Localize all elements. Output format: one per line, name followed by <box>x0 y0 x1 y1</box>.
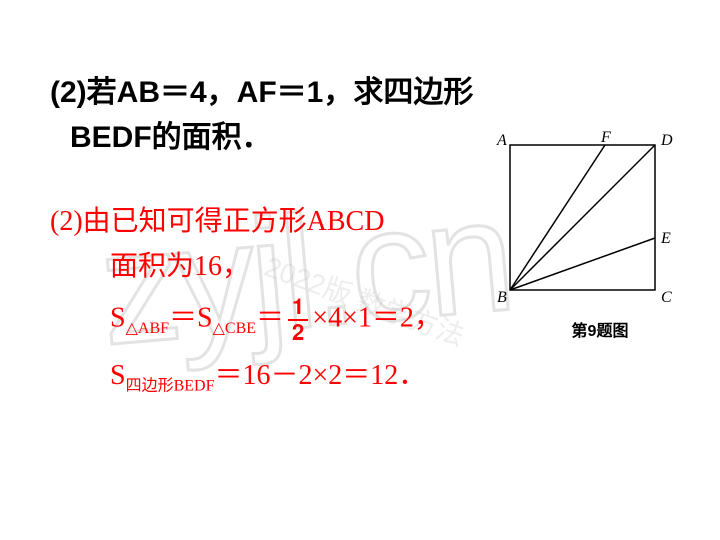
label-d: D <box>660 132 673 149</box>
sub-bedf: 四边形BEDF <box>126 377 215 394</box>
sub-cbe: △CBE <box>213 320 256 337</box>
line-bd <box>510 145 655 290</box>
frac-den: 𝟐 <box>288 321 308 344</box>
answer-formula2: S四边形BEDF＝16－2×2＝12． <box>50 354 680 399</box>
sym-s3: S <box>110 360 126 391</box>
geometry-diagram: A F D E B C 第9题图 <box>485 130 715 341</box>
line-bf <box>510 145 605 290</box>
label-f: F <box>600 130 611 146</box>
sub-abf: △ABF <box>126 320 169 337</box>
eq2: ＝ <box>256 302 284 333</box>
label-b: B <box>497 289 507 306</box>
fraction-half: 𝟏𝟐 <box>288 296 308 344</box>
answer-l1-text: 由已知可得正方形ABCD <box>83 206 385 237</box>
label-e: E <box>660 230 671 247</box>
answer-prefix: (2) <box>50 206 83 237</box>
label-c: C <box>661 289 672 306</box>
sym-s1: S <box>110 302 126 333</box>
diagram-caption: 第9题图 <box>485 317 715 341</box>
line-be <box>510 238 655 290</box>
sym-s2: S <box>197 302 213 333</box>
diagram-svg: A F D E B C <box>485 130 710 310</box>
formula1-rest: ×4×1＝2， <box>312 302 442 333</box>
question-line1: (2)若AB＝4，AF＝1，求四边形 <box>50 70 680 115</box>
formula2-rest: ＝16－2×2＝12． <box>214 360 426 391</box>
frac-num: 𝟏 <box>288 296 308 321</box>
label-a: A <box>496 132 507 149</box>
eq1: ＝ <box>169 302 197 333</box>
